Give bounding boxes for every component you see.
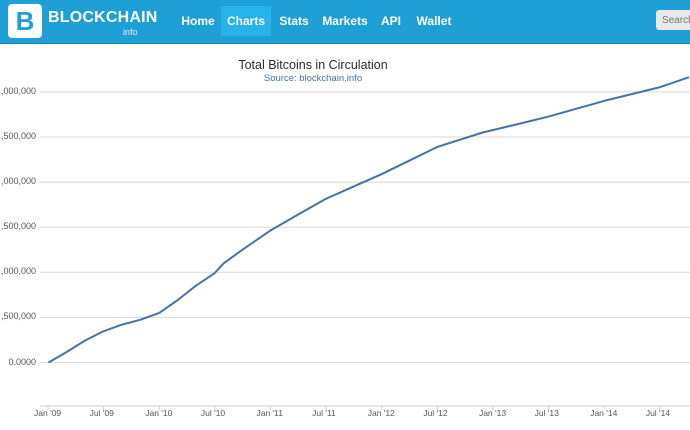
y-tick-label: ,000,000 <box>0 85 36 96</box>
search-input[interactable] <box>656 10 690 30</box>
x-axis-ticks <box>47 406 661 410</box>
top-navbar: B BLOCKCHAIN info Home Charts Stats Mark… <box>0 0 690 44</box>
x-tick-label: Jul '10 <box>200 408 226 418</box>
nav-charts[interactable]: Charts <box>221 6 271 36</box>
nav-home[interactable]: Home <box>181 14 215 28</box>
svg-text:B: B <box>16 6 35 36</box>
x-tick-label: Jul '09 <box>89 408 114 418</box>
x-tick-label: Jan '10 <box>145 408 173 418</box>
nav-stats[interactable]: Stats <box>279 14 309 28</box>
brand-name[interactable]: BLOCKCHAIN <box>48 9 158 26</box>
nav-markets[interactable]: Markets <box>322 14 368 28</box>
nav-api[interactable]: API <box>380 14 401 28</box>
blockchain-logo-icon[interactable]: B <box>8 4 42 38</box>
x-tick-label: Jan '12 <box>367 408 395 418</box>
y-tick-label: ,500,000 <box>0 221 36 232</box>
chart-gridlines <box>40 91 690 363</box>
nav-wallet[interactable]: Wallet <box>416 14 452 28</box>
x-tick-label: Jan '14 <box>590 408 618 418</box>
y-tick-label: ,500,000 <box>0 311 36 322</box>
brand-subtitle: info <box>123 27 138 37</box>
chart-title: Total Bitcoins in Circulation <box>238 58 388 72</box>
x-tick-label: Jan '09 <box>34 408 62 418</box>
x-tick-label: Jul '12 <box>423 408 448 418</box>
x-tick-label: Jul '14 <box>645 408 671 418</box>
y-tick-label: ,500,000 <box>0 131 36 141</box>
x-tick-label: Jul '13 <box>534 408 559 418</box>
chart-subtitle[interactable]: Source: blockchain.info <box>263 73 363 84</box>
y-tick-label: ,000,000 <box>0 266 36 277</box>
x-tick-label: Jan '13 <box>478 408 507 418</box>
x-tick-label: Jul '11 <box>312 408 336 418</box>
y-tick-label: 0.0000 <box>8 356 36 367</box>
series-line <box>48 76 690 364</box>
y-tick-label: ,000,000 <box>0 176 36 187</box>
x-tick-label: Jan '11 <box>256 408 283 418</box>
